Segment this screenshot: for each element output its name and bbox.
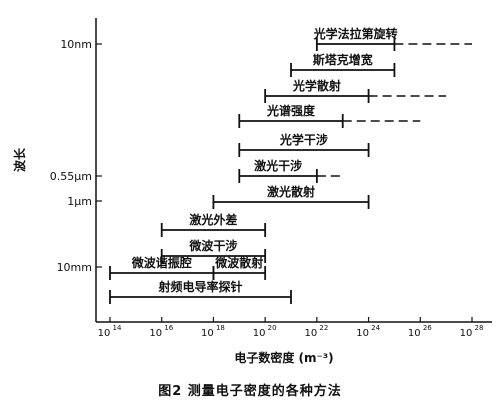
- method-label: 光学散射: [292, 78, 341, 93]
- x-tick-label: 10: [253, 328, 266, 339]
- x-tick-exponent: 22: [319, 324, 328, 332]
- y-tick-label: 1μm: [67, 195, 92, 208]
- x-tick-label: 10: [304, 328, 317, 339]
- figure-caption: 图2 测量电子密度的各种方法: [158, 384, 342, 399]
- method-label: 微波干涉: [188, 238, 237, 253]
- method-label: 激光散射: [267, 184, 315, 199]
- method-label: 光谱强度: [266, 103, 316, 118]
- x-ticks: 10 14 10 16 10 18 10 20 10 22 10 24 10 26 10 28: [98, 317, 484, 339]
- x-axis-title: 电子数密度 (m⁻³): [234, 350, 333, 365]
- x-tick-exponent: 18: [216, 324, 225, 332]
- x-tick-exponent: 16: [164, 324, 173, 332]
- x-tick-label: 10: [201, 328, 214, 339]
- method-label: 激光外差: [189, 212, 237, 227]
- method-label: 光学干涉: [279, 132, 328, 147]
- y-tick-label: 10nm: [60, 38, 92, 51]
- y-axis-title: 波长: [12, 147, 27, 172]
- method-label: 射频电导率探针: [157, 279, 242, 294]
- x-tick-exponent: 26: [423, 324, 432, 332]
- y-ticks: 10nm 0.55μm 1μm 10mm: [50, 38, 102, 274]
- method-label: 微波散射: [214, 255, 263, 270]
- y-tick-label: 10mm: [57, 261, 92, 274]
- y-tick-label: 0.55μm: [50, 170, 92, 183]
- x-tick-label: 10: [408, 328, 421, 339]
- method-label: 光学法拉第旋转: [313, 26, 398, 41]
- x-tick-label: 10: [356, 328, 369, 339]
- x-tick-label: 10: [98, 328, 111, 339]
- x-tick-exponent: 28: [475, 324, 484, 332]
- x-tick-exponent: 14: [113, 324, 122, 332]
- method-label: 斯塔克增宽: [313, 52, 373, 67]
- x-tick-label: 10: [149, 328, 162, 339]
- method-label: 微波谐振腔: [131, 255, 192, 270]
- method-bars: 光学法拉第旋转斯塔克增宽光学散射光谱强度光学干涉激光干涉激光散射激光外差微波干涉…: [109, 26, 472, 304]
- x-tick-exponent: 20: [268, 324, 277, 332]
- method-label: 激光干涉: [254, 158, 302, 173]
- x-tick-label: 10: [460, 328, 473, 339]
- x-tick-exponent: 24: [371, 324, 380, 332]
